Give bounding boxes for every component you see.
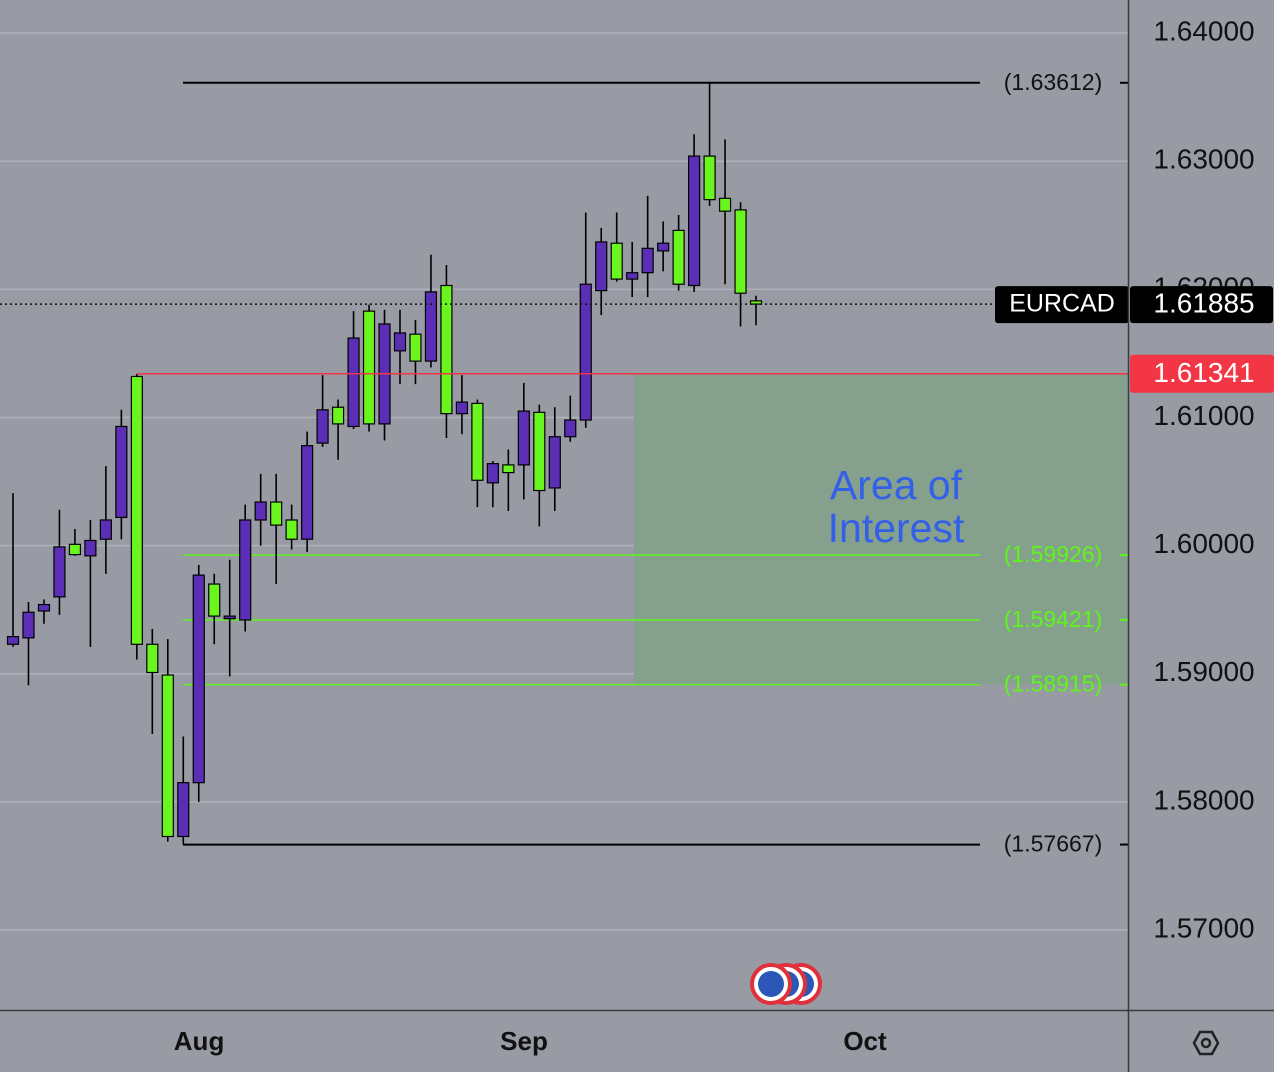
candle-body [564, 419, 577, 438]
x-tick-label: Oct [843, 1026, 887, 1056]
candle-body [672, 229, 685, 285]
candle-body [393, 332, 407, 352]
candle-body [84, 539, 97, 557]
candle-body [130, 375, 143, 645]
level-label: (1.59926) [1004, 541, 1102, 567]
candle-body [718, 197, 732, 212]
y-tick-label: 1.60000 [1153, 528, 1254, 559]
candle-body [347, 337, 360, 428]
zone-label: Area of Interest [827, 462, 965, 551]
candle-body [517, 410, 530, 466]
alert-tag [1130, 354, 1274, 393]
candle-body [440, 284, 453, 415]
candle-body [177, 782, 190, 838]
y-tick-label: 1.58000 [1153, 784, 1254, 815]
candle-body [409, 333, 422, 362]
candle-body [239, 519, 252, 621]
candle-body [115, 425, 128, 519]
candle-body [331, 406, 345, 425]
candle-body [595, 241, 608, 292]
symbol-label: EURCAD [1009, 290, 1115, 318]
x-tick-label: Aug [174, 1026, 225, 1056]
candle-body [641, 247, 654, 274]
candle-body [703, 155, 716, 201]
candle-body [471, 402, 484, 481]
candle-body [37, 603, 51, 612]
settings-icon[interactable] [1192, 1030, 1220, 1056]
candle-body [301, 445, 314, 540]
symbol-tag [995, 286, 1129, 324]
candle-body [548, 436, 561, 489]
candle-body [270, 501, 283, 526]
x-tick-label: Sep [500, 1026, 548, 1056]
candle-body [53, 546, 66, 598]
level-label: (1.58915) [1004, 671, 1102, 697]
candle-body [734, 209, 747, 294]
zone-box [634, 373, 1128, 685]
alert-label: 1.61341 [1153, 357, 1254, 388]
candle-body [223, 615, 236, 620]
level-label: (1.63612) [1004, 69, 1102, 95]
candle-body [362, 310, 376, 425]
candle-body [502, 464, 515, 474]
last-price-label: 1.61885 [1153, 287, 1254, 318]
candle-body [208, 583, 221, 617]
last-price-tag [1130, 286, 1273, 324]
level-label: (1.57667) [1004, 831, 1102, 857]
candle-body [626, 272, 639, 280]
y-tick-label: 1.64000 [1153, 15, 1254, 46]
candle-body [22, 611, 35, 639]
candle-body [579, 283, 592, 421]
y-tick-label: 1.57000 [1153, 912, 1254, 943]
candle-body [146, 643, 159, 674]
candle-body [424, 291, 438, 362]
y-tick-label: 1.63000 [1153, 144, 1254, 175]
candle-body [316, 409, 329, 444]
candle-body [533, 411, 546, 492]
candle-body [6, 635, 20, 645]
event-icons[interactable] [750, 963, 822, 1005]
candle-body [455, 401, 469, 415]
candle-body [285, 519, 298, 540]
candle-body [192, 574, 205, 784]
y-tick-label: 1.61000 [1153, 400, 1254, 431]
candle-body [610, 242, 623, 280]
candle-body [688, 155, 701, 287]
candle-body [161, 674, 174, 838]
candle-body [486, 463, 499, 484]
candle-body [99, 519, 112, 540]
y-tick-label: 1.59000 [1153, 656, 1254, 687]
level-label: (1.59421) [1004, 606, 1102, 632]
candle-body [68, 543, 82, 556]
candle-body [254, 501, 267, 521]
candle-body [657, 242, 670, 252]
